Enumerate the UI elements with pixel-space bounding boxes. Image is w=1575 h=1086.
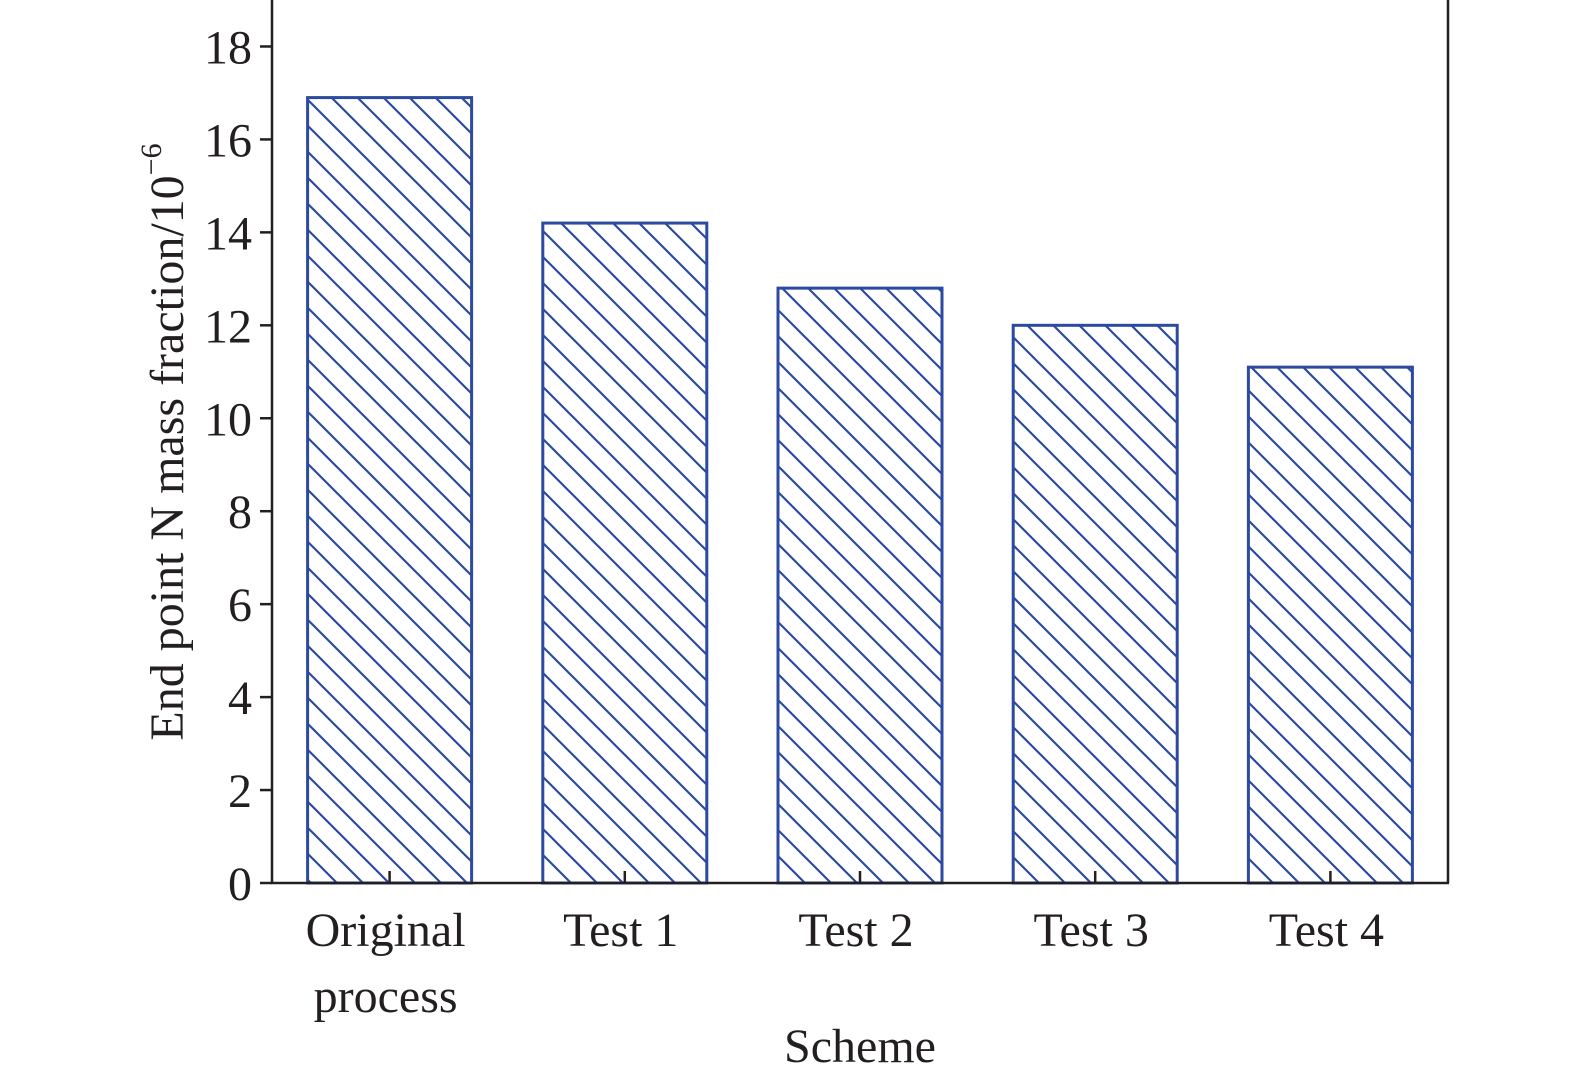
- y-tick-label: 18: [204, 21, 252, 74]
- y-tick-label: 14: [204, 207, 252, 260]
- y-tick-label: 2: [228, 765, 252, 818]
- y-tick-label: 12: [204, 300, 252, 353]
- bars-layer: [306, 96, 1414, 885]
- x-tick-label: Test 3: [1034, 904, 1149, 957]
- x-tick-label: Original process: [306, 904, 466, 1023]
- y-axis-label: End point N mass fraction/10−6: [135, 143, 194, 740]
- y-tick-label: 4: [228, 672, 252, 725]
- x-axis-label: Scheme: [784, 1020, 936, 1073]
- x-tick-label: Test 1: [563, 904, 678, 957]
- y-axis-label-main: End point N mass fraction/10: [141, 175, 194, 740]
- bar: [306, 96, 474, 885]
- bar: [1011, 323, 1179, 885]
- bar: [1246, 365, 1414, 885]
- x-tick-label: Test 2: [798, 904, 913, 957]
- y-tick-label: 8: [228, 486, 252, 539]
- y-tick-label: 10: [204, 393, 252, 446]
- y-tick-label: 16: [204, 114, 252, 167]
- y-axis-label-exponent: −6: [135, 143, 168, 175]
- y-tick-label: 0: [228, 858, 252, 911]
- x-ticks: Original process Test 1 Test 2 Test 3 Test 4: [306, 871, 1384, 1023]
- x-tick-label: Test 4: [1269, 904, 1384, 957]
- bar: [776, 286, 944, 885]
- y-tick-label: 6: [228, 579, 252, 632]
- bar: [541, 221, 709, 885]
- y-ticks: 0 2 4 6 8 10 12 14 16 18: [204, 21, 272, 911]
